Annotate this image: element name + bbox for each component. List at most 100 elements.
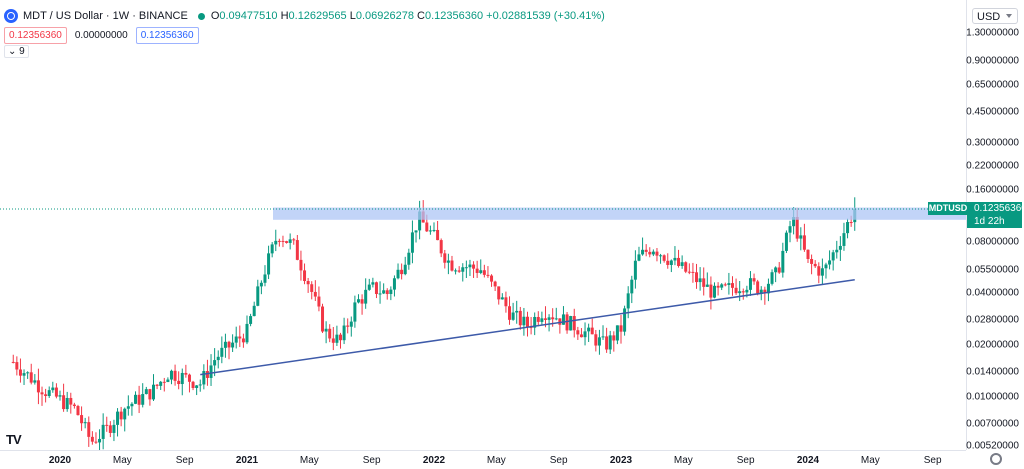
candle-body	[504, 297, 508, 307]
candle-body	[22, 373, 26, 376]
candle-body	[615, 325, 619, 341]
time-tick-label: May	[673, 455, 693, 466]
candle-body	[515, 310, 519, 313]
candle-body	[152, 384, 155, 400]
time-tick-label: 2021	[235, 455, 259, 466]
candle-body	[407, 252, 411, 265]
candle-body	[374, 282, 378, 294]
time-tick-label: 2024	[796, 455, 820, 466]
candle-body	[198, 384, 202, 386]
candle-body	[547, 317, 551, 320]
candle-body	[324, 328, 328, 332]
candle-body	[608, 335, 612, 350]
candle-body	[191, 381, 195, 388]
candle-body	[479, 270, 483, 273]
candle-body	[51, 387, 55, 391]
candle-body	[526, 316, 529, 328]
candle-body	[252, 305, 256, 317]
candle-body	[723, 284, 727, 286]
candle-body	[428, 230, 432, 232]
low-value: 0.06926278	[355, 10, 414, 22]
gear-icon[interactable]	[990, 453, 1002, 465]
candle-body	[522, 316, 526, 326]
candle-body	[454, 270, 458, 272]
close-key: C	[417, 10, 425, 22]
candle-body	[561, 314, 565, 325]
candle-body	[169, 370, 173, 380]
candle-body	[838, 245, 842, 250]
candle-body	[195, 385, 199, 388]
candle-body	[83, 422, 87, 424]
currency-select[interactable]: USD	[972, 8, 1018, 24]
candle-body	[439, 240, 443, 254]
candle-body	[166, 379, 170, 383]
price-tick-label: 0.30000000	[966, 137, 1019, 149]
low-key: L	[349, 10, 356, 22]
time-tick-label: Sep	[362, 455, 381, 466]
candle-body	[317, 296, 321, 307]
candle-body	[727, 283, 731, 285]
candle-body	[162, 381, 166, 383]
price-tick-label: 0.05500000	[966, 264, 1019, 276]
candle-body	[695, 272, 699, 283]
candle-body	[119, 411, 123, 420]
candle-body	[328, 328, 332, 339]
candle-body	[766, 283, 770, 294]
candle-body	[425, 222, 429, 232]
candle-body	[637, 254, 641, 261]
candle-body	[87, 422, 91, 437]
candle-body	[76, 406, 80, 416]
candle-body	[605, 336, 609, 350]
candle-body	[392, 278, 396, 290]
candle-body	[828, 260, 832, 265]
candle-body	[759, 289, 763, 294]
candle-body	[626, 293, 630, 309]
candle-body	[511, 312, 515, 320]
candle-body	[353, 302, 357, 322]
indicator-value-3[interactable]: 0.12356360	[135, 27, 199, 44]
candle-body	[500, 297, 504, 300]
symbol-price-tag: MDTUSD	[928, 202, 968, 215]
candle-body	[44, 394, 48, 396]
price-tick-label: 0.65000000	[966, 79, 1019, 91]
candle-body	[62, 395, 66, 410]
support-trendline[interactable]	[200, 279, 855, 376]
candle-body	[788, 226, 792, 233]
candle-body	[98, 438, 102, 443]
time-axis[interactable]: 2020 May Sep 2021 May Sep 2022 May Sep 2023 May Sep…	[0, 450, 966, 469]
price-chart[interactable]	[0, 0, 966, 450]
candle-body	[180, 372, 184, 385]
candle-body	[565, 314, 569, 331]
candle-body	[134, 394, 138, 404]
candle-body	[813, 263, 817, 267]
candle-body	[205, 371, 209, 378]
candle-body	[644, 249, 648, 252]
candle-body	[310, 284, 314, 292]
candle-body	[137, 394, 141, 405]
candle-body	[684, 262, 688, 272]
candle-body	[400, 269, 404, 275]
candle-body	[342, 325, 346, 341]
indicator-value-1[interactable]: 0.12356360	[4, 27, 67, 44]
tradingview-logo[interactable]: TV	[6, 432, 22, 447]
candle-body	[313, 291, 317, 297]
resistance-zone[interactable]	[273, 207, 966, 220]
candle-body	[461, 267, 465, 272]
candle-body	[443, 253, 447, 263]
candle-body	[572, 316, 576, 331]
candle-body	[713, 285, 716, 298]
symbol-title[interactable]: MDT / US Dollar · 1W · BINANCE	[23, 10, 188, 22]
candle-body	[259, 282, 263, 287]
candle-body	[249, 316, 253, 324]
candle-body	[781, 250, 785, 273]
candle-body	[529, 327, 533, 329]
candle-body	[177, 380, 181, 385]
candle-body	[360, 299, 364, 304]
candle-body	[29, 372, 33, 383]
last-price-label: 0.12356360 1d 22h	[967, 202, 1024, 228]
collapse-indicators-button[interactable]: ⌄ 9	[4, 45, 29, 58]
candle-body	[540, 318, 544, 322]
candle-body	[666, 260, 670, 265]
time-tick-label: Sep	[923, 455, 942, 466]
candle-body	[698, 278, 702, 283]
